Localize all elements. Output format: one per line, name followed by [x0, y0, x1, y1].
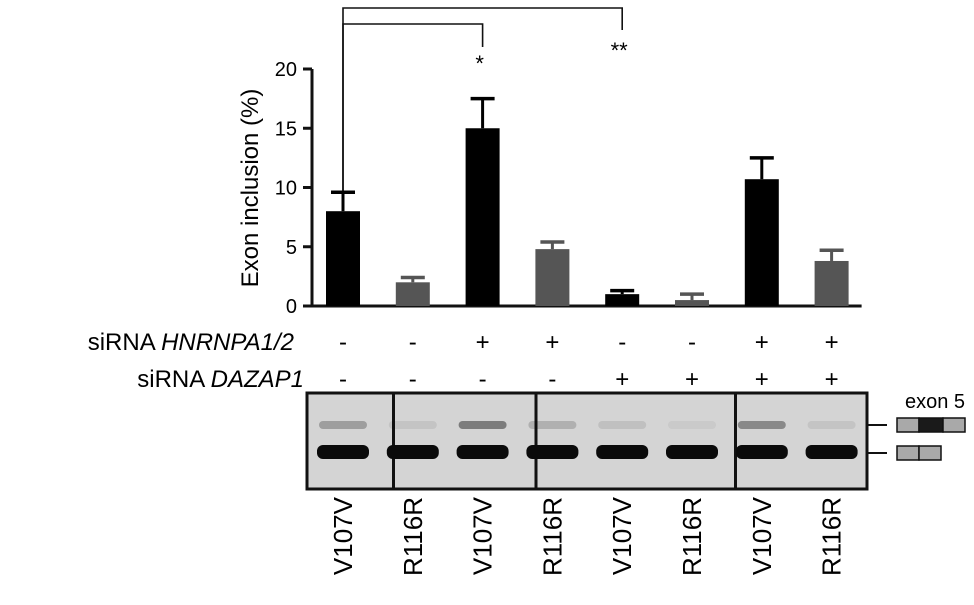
condition-table: siRNA HNRNPA1/2 - - + + - - + + siRNA DAZAP1 - - - - +… [88, 329, 839, 393]
y-tick-label: 20 [275, 59, 297, 81]
condition-mark: - [339, 366, 347, 393]
condition-mark: + [825, 329, 839, 356]
gel-image: exon 5 [305, 391, 966, 491]
sample-label: V107V [328, 496, 358, 575]
bar [814, 260, 849, 306]
sample-label: R116R [537, 497, 567, 576]
condition-prefix: siRNA [88, 329, 161, 356]
gel-band-lower [805, 445, 858, 459]
significance-brackets: *** [342, 7, 629, 210]
significance-bracket [342, 23, 484, 210]
gel-band-upper [388, 421, 437, 429]
y-tick-label: 5 [286, 237, 297, 259]
gel-band-lower [386, 445, 439, 459]
condition-mark: + [755, 366, 769, 393]
condition-mark: - [618, 329, 626, 356]
gel-band-upper [458, 421, 507, 429]
bar [605, 294, 640, 306]
gel-band-upper [598, 421, 647, 429]
gel-band-upper [668, 421, 716, 429]
condition-prefix: siRNA [137, 366, 210, 393]
gel-band-upper [737, 421, 786, 429]
sample-labels: V107V R116R V107V R116R V107V R116R V107V R116R [328, 496, 847, 576]
gel-band-lower [735, 445, 788, 459]
bar [675, 300, 709, 306]
gel-band-upper [319, 421, 367, 429]
exon-box [896, 417, 920, 433]
condition-mark: - [688, 329, 696, 356]
condition-mark: - [409, 329, 417, 356]
condition-mark: - [339, 329, 347, 356]
bars [326, 96, 849, 306]
gel-band-lower [456, 445, 509, 459]
condition-mark: + [476, 329, 490, 356]
condition-mark: - [409, 366, 417, 393]
exon-box [942, 417, 966, 433]
condition-mark: - [548, 366, 556, 393]
exon-5-box [918, 417, 944, 433]
y-tick-label: 0 [286, 296, 297, 318]
gel-background [305, 391, 869, 491]
condition-mark: + [755, 329, 769, 356]
significance-bracket [342, 7, 623, 210]
sample-label: V107V [747, 496, 777, 575]
exon-box [896, 445, 920, 461]
condition-label: siRNA DAZAP1 [137, 366, 304, 393]
gel-band-upper [807, 421, 856, 429]
condition-mark: - [479, 366, 487, 393]
condition-mark: + [615, 366, 629, 393]
sample-label: R116R [677, 497, 707, 576]
gel-band-upper [528, 421, 577, 429]
bar [326, 211, 360, 306]
significance-star: ** [611, 38, 629, 63]
bar [465, 128, 500, 306]
bar [744, 179, 779, 306]
sample-label: V107V [468, 496, 498, 575]
gel-band-lower [596, 445, 649, 459]
y-axis-label: Exon inclusion (%) [237, 89, 264, 288]
exon-box [918, 445, 942, 461]
sample-label: V107V [607, 496, 637, 575]
bar [535, 249, 570, 306]
y-axis: Exon inclusion (%) 0 5 10 15 20 [237, 59, 862, 318]
condition-mark: + [825, 366, 839, 393]
condition-label: siRNA HNRNPA1/2 [88, 329, 294, 356]
exon-label: exon 5 [905, 391, 965, 413]
gel-band-lower [317, 445, 369, 459]
condition-mark: + [685, 366, 699, 393]
gel-band-lower [526, 445, 579, 459]
y-tick-label: 10 [275, 178, 297, 200]
sample-label: R116R [817, 497, 847, 576]
condition-gene: DAZAP1 [211, 366, 304, 393]
y-tick-label: 15 [275, 118, 297, 140]
condition-gene: HNRNPA1/2 [161, 329, 294, 356]
bar [395, 282, 430, 306]
gel-band-lower [666, 445, 718, 459]
significance-star: * [475, 51, 484, 76]
condition-mark: + [545, 329, 559, 356]
sample-label: R116R [398, 497, 428, 576]
